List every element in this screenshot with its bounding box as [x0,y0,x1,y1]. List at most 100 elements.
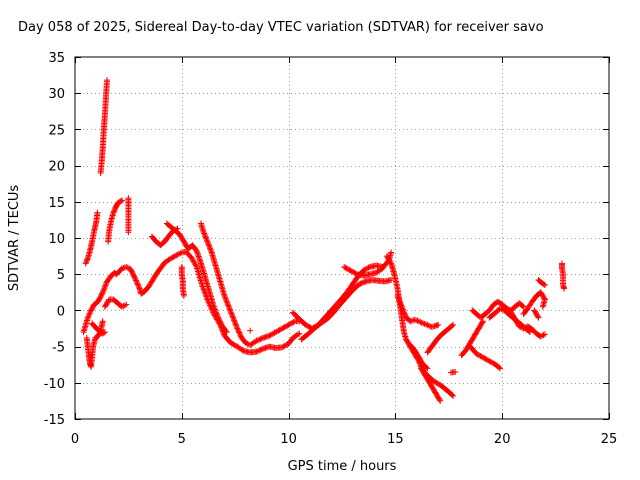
data-point-marker [100,329,107,336]
data-point-marker [387,259,394,266]
data-point-marker [280,343,287,350]
y-tick-label: 35 [48,51,65,66]
data-point-marker [234,325,241,332]
data-point-marker [94,209,101,216]
data-point-marker [254,348,261,355]
data-point-marker [104,77,111,84]
data-point-marker [479,354,486,361]
data-point-marker [222,294,229,301]
data-point-marker [517,324,524,331]
data-point-marker [132,276,139,283]
data-point-marker [351,269,358,276]
data-point-marker [100,286,107,293]
data-point-marker [497,365,504,372]
data-point-marker [222,327,229,334]
data-point-marker [435,321,442,328]
data-point-marker [257,336,264,343]
data-point-marker [232,320,239,327]
data-point-marker [283,342,290,349]
x-tick-label: 10 [280,432,297,447]
data-point-marker [214,313,221,320]
data-point-marker [110,209,117,216]
data-point-marker [118,197,125,204]
data-point-marker [520,325,527,332]
data-point-marker [395,294,402,301]
data-point-marker [365,264,372,271]
data-point-marker [344,266,351,273]
data-point-marker [258,335,265,342]
data-point-marker [279,344,286,351]
data-point-marker [541,282,548,289]
data-point-marker [221,292,228,299]
data-point-marker [279,325,286,332]
data-point-marker [346,266,353,273]
data-point-marker [227,339,234,346]
data-point-marker [121,302,128,309]
data-point-marker [228,310,235,317]
data-point-marker [101,329,108,336]
data-point-marker [488,359,495,366]
data-point-marker [478,353,485,360]
data-point-marker [302,321,309,328]
data-point-marker [254,337,261,344]
data-point-marker [362,266,369,273]
y-tick-label: -15 [44,413,65,428]
data-point-marker [341,263,348,270]
data-point-marker [229,313,236,320]
data-point-marker [229,340,236,347]
data-point-marker [356,281,363,288]
chart-title: Day 058 of 2025, Sidereal Day-to-day VTE… [18,20,544,35]
data-point-marker [170,253,177,260]
data-point-marker [294,331,301,338]
data-point-marker [449,391,456,398]
data-point-marker [398,303,405,310]
data-point-marker [436,396,443,403]
data-point-marker [539,303,546,310]
data-point-marker [227,307,234,314]
data-point-marker [84,256,91,263]
data-point-marker [285,321,292,328]
data-point-marker [82,260,89,267]
data-point-marker [225,303,232,310]
data-point-marker [223,329,230,336]
data-point-marker [424,321,431,328]
data-point-marker [267,332,274,339]
data-point-marker [388,249,395,256]
data-point-marker [169,254,176,261]
data-point-marker [487,358,494,365]
data-point-marker [361,266,368,273]
data-point-marker [497,305,504,312]
data-point-marker [253,348,260,355]
data-point-marker [286,321,293,328]
data-point-marker [479,319,486,326]
data-point-marker [540,332,547,339]
data-point-marker [424,365,431,372]
data-point-marker [207,246,214,253]
data-point-marker [258,346,265,353]
data-point-marker [99,290,106,297]
data-points [80,77,568,404]
data-point-marker [257,346,264,353]
data-point-marker [175,250,182,257]
data-point-marker [231,342,238,349]
data-point-marker [192,246,199,253]
data-point-marker [134,280,141,287]
data-point-marker [201,230,208,237]
data-point-marker [358,280,365,287]
data-point-marker [350,269,357,276]
data-point-marker [202,233,209,240]
data-point-marker [86,311,93,318]
data-point-marker [228,311,235,318]
data-point-marker [224,299,231,306]
data-point-marker [434,380,441,387]
data-point-marker [449,322,456,329]
data-point-marker [101,285,108,292]
data-point-marker [253,337,260,344]
data-point-marker [200,286,207,293]
data-point-marker [230,341,237,348]
data-point-marker [516,323,523,330]
data-point-marker [432,379,439,386]
data-point-marker [423,364,430,371]
